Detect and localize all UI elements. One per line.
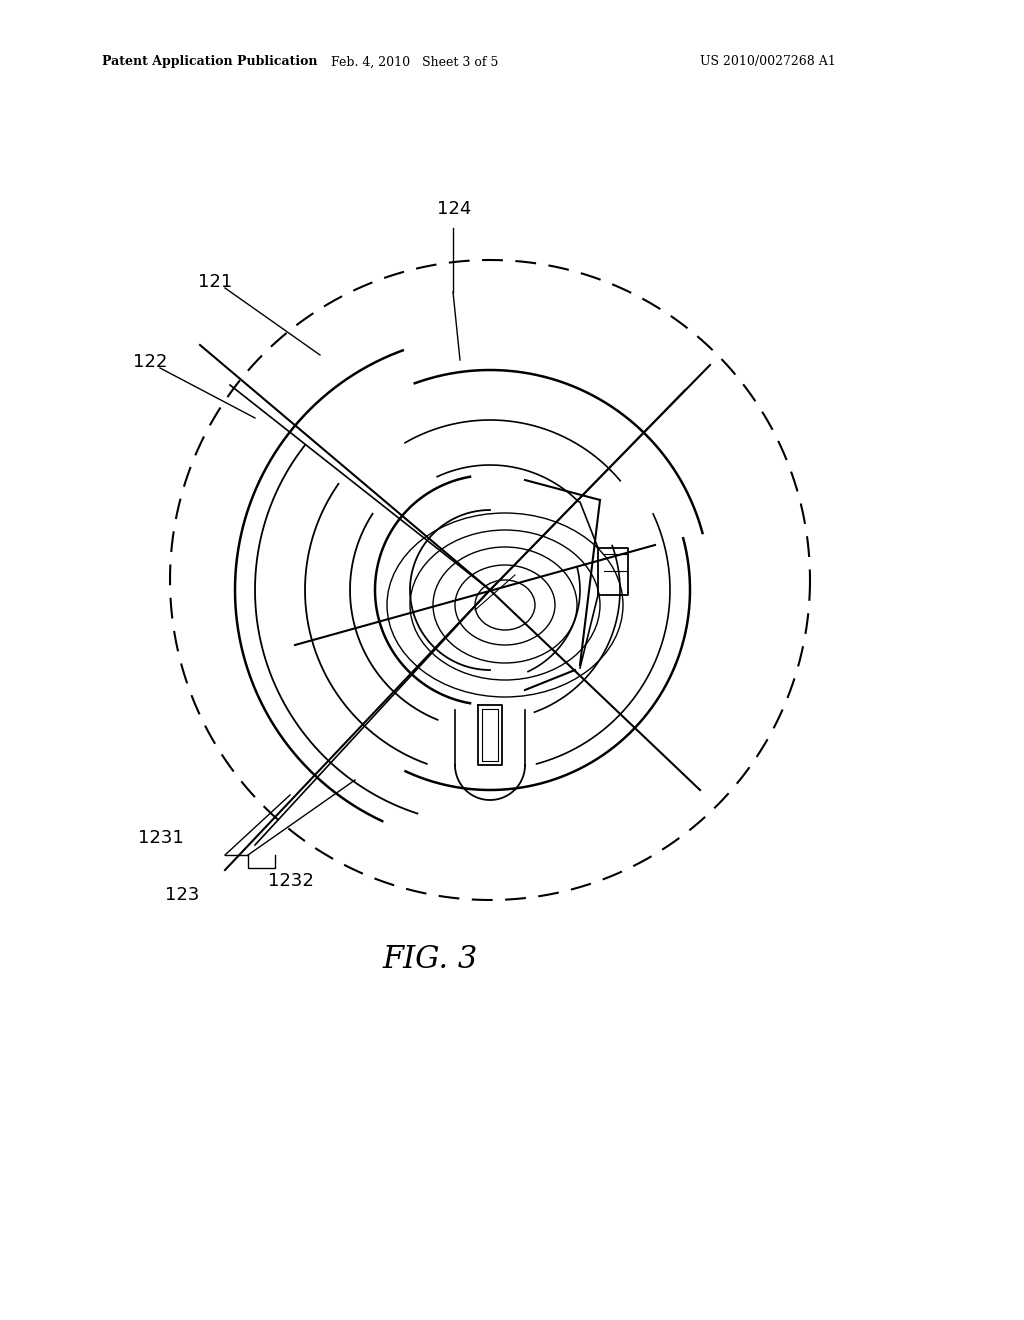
Text: 121: 121 bbox=[198, 273, 232, 290]
Text: 1232: 1232 bbox=[268, 873, 314, 890]
Text: 122: 122 bbox=[133, 352, 167, 371]
Text: US 2010/0027268 A1: US 2010/0027268 A1 bbox=[700, 55, 836, 69]
Text: Patent Application Publication: Patent Application Publication bbox=[102, 55, 317, 69]
Text: 123: 123 bbox=[165, 886, 200, 904]
Text: FIG. 3: FIG. 3 bbox=[382, 945, 477, 975]
Text: 1231: 1231 bbox=[138, 829, 183, 847]
Text: 124: 124 bbox=[437, 201, 471, 218]
Text: Feb. 4, 2010   Sheet 3 of 5: Feb. 4, 2010 Sheet 3 of 5 bbox=[332, 55, 499, 69]
